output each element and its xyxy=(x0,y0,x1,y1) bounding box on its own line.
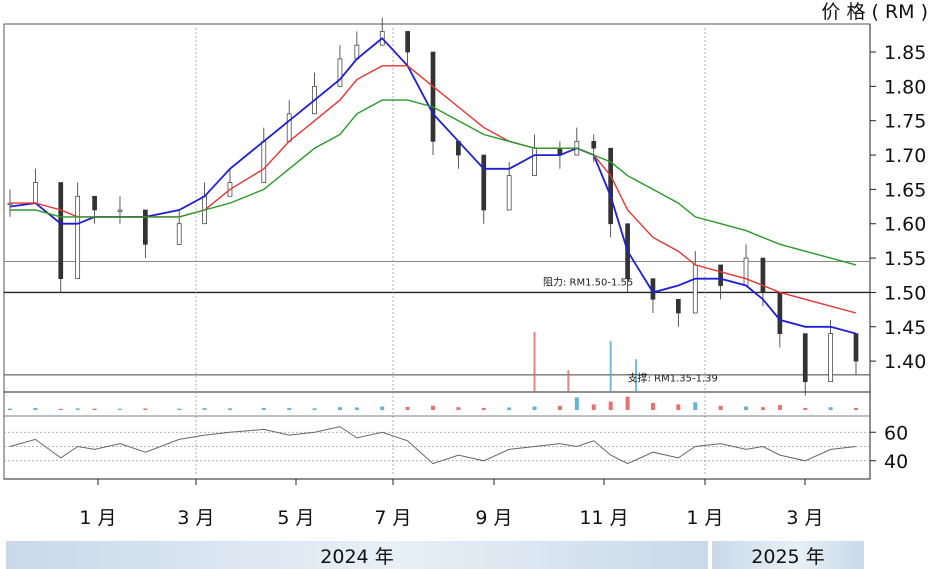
y-tick-label-6: 1.55 xyxy=(884,248,926,270)
y-tick-label-5: 1.60 xyxy=(884,214,926,236)
volume-bar-20 xyxy=(507,407,512,410)
x-tick-label-3: 7 月 xyxy=(374,507,411,529)
candle-body-7 xyxy=(176,223,182,245)
candle-body-10 xyxy=(261,140,267,183)
volume-bar-3 xyxy=(75,408,80,410)
volume-bar-0 xyxy=(8,408,12,410)
candle-body-11 xyxy=(286,113,292,142)
volume-bar-22 xyxy=(557,405,562,410)
y-tick-label-2: 1.75 xyxy=(884,111,926,133)
year-label-2025: 2025 年 xyxy=(712,541,864,569)
volume-spike-2 xyxy=(567,370,570,392)
volume-bar-2 xyxy=(58,408,63,410)
x-tick-label-6: 1 月 xyxy=(686,507,723,529)
candle-body-36 xyxy=(853,333,859,362)
plot-frame xyxy=(3,23,871,480)
x-tick-label-1: 3 月 xyxy=(177,507,214,529)
x-tick-label-2: 5 月 xyxy=(277,507,314,529)
y-axis-unit-label: 价 格 ( RM ) xyxy=(821,1,928,23)
x-tick-label-4: 9 月 xyxy=(475,507,512,529)
volume-bar-8 xyxy=(202,408,207,410)
candle-body-32 xyxy=(760,257,766,293)
volume-bar-24 xyxy=(591,404,596,410)
volume-bar-35 xyxy=(828,407,833,410)
y-tick-label-9: 1.40 xyxy=(884,351,926,373)
volume-bar-4 xyxy=(92,408,97,410)
candle-body-19 xyxy=(481,154,487,211)
candle-body-28 xyxy=(675,298,681,314)
candle-body-17 xyxy=(430,51,436,142)
moving-average-line-2 xyxy=(10,99,857,266)
rsi-tick-label-1: 40 xyxy=(884,451,908,473)
volume-bar-23 xyxy=(574,397,579,410)
candle-body-35 xyxy=(828,333,833,383)
volume-bar-9 xyxy=(227,408,232,410)
candle-body-13 xyxy=(337,58,343,87)
candle-body-2 xyxy=(58,182,64,280)
volume-bar-15 xyxy=(380,406,385,410)
candle-body-20 xyxy=(506,175,512,211)
volume-bar-13 xyxy=(337,407,342,410)
year-label-2024: 2024 年 xyxy=(6,541,708,569)
volume-bar-17 xyxy=(431,405,435,410)
candle-body-3 xyxy=(75,195,81,280)
annotation-0: 阻力: RM1.50-1.55 xyxy=(543,276,633,289)
y-tick-label-0: 1.85 xyxy=(884,42,926,64)
candle-body-29 xyxy=(692,264,698,314)
volume-bar-28 xyxy=(676,404,681,410)
y-tick-label-7: 1.50 xyxy=(884,282,926,304)
volume-bar-16 xyxy=(405,406,410,410)
volume-bar-27 xyxy=(650,403,655,410)
candle-body-33 xyxy=(777,292,783,334)
candle-body-30 xyxy=(718,264,723,286)
volume-bar-26 xyxy=(625,396,630,410)
volume-bar-11 xyxy=(287,408,292,410)
candle-body-34 xyxy=(802,333,808,383)
candle-body-6 xyxy=(143,209,148,245)
volume-bar-12 xyxy=(312,408,317,410)
candle-body-24 xyxy=(591,140,597,149)
x-tick-label-7: 3 月 xyxy=(786,507,823,529)
volume-bar-34 xyxy=(803,407,808,410)
y-tick-label-3: 1.70 xyxy=(884,145,926,167)
volume-bar-32 xyxy=(760,407,765,410)
volume-bar-33 xyxy=(777,405,782,410)
candle-body-5 xyxy=(117,209,123,212)
volume-bar-19 xyxy=(481,407,486,410)
volume-bar-36 xyxy=(854,407,858,410)
candle-body-16 xyxy=(405,31,410,53)
y-tick-label-8: 1.45 xyxy=(884,317,926,339)
x-tick-label-0: 1 月 xyxy=(79,507,116,529)
candle-body-1 xyxy=(33,182,38,204)
volume-spike-0 xyxy=(533,331,536,392)
candle-body-4 xyxy=(92,195,97,211)
volume-bar-10 xyxy=(261,407,266,410)
volume-bar-30 xyxy=(718,405,723,410)
rsi-tick-label-0: 60 xyxy=(884,422,908,444)
volume-bar-6 xyxy=(143,408,148,410)
stock-chart: 价 格 ( RM ) 1.85 1.80 1.75 1.70 1.65 1.60 1.55 1.… xyxy=(3,1,928,529)
rsi-line xyxy=(9,426,857,465)
volume-spike-3 xyxy=(635,359,638,392)
candle-body-31 xyxy=(743,257,749,286)
candle-body-21 xyxy=(532,147,537,177)
volume-bar-7 xyxy=(177,408,182,410)
volume-bar-14 xyxy=(354,407,359,410)
volume-bar-18 xyxy=(456,407,461,410)
candle-body-25 xyxy=(608,147,614,225)
x-tick-label-5: 11 月 xyxy=(579,507,628,529)
y-tick-label-4: 1.65 xyxy=(884,179,926,201)
volume-bar-29 xyxy=(693,402,698,410)
volume-spike-1 xyxy=(609,341,612,392)
volume-bar-25 xyxy=(608,401,613,410)
volume-bar-1 xyxy=(33,407,38,410)
annotation-1: 支撑: RM1.35-1.39 xyxy=(628,372,718,385)
y-tick-label-1: 1.80 xyxy=(884,76,926,98)
volume-bar-5 xyxy=(117,408,122,410)
volume-bar-21 xyxy=(532,406,537,410)
volume-bar-31 xyxy=(744,406,749,410)
